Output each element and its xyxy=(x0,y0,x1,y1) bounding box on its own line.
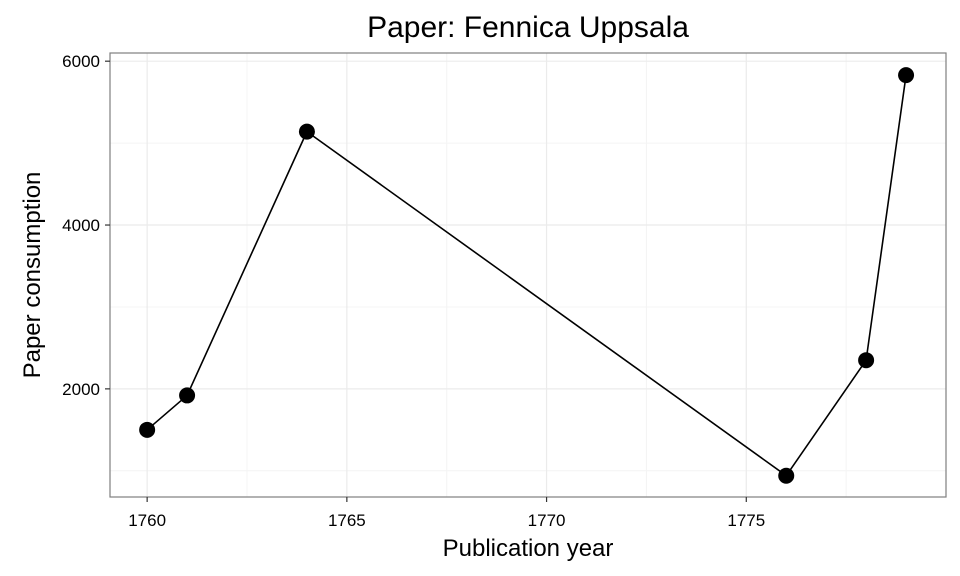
x-tick-label: 1770 xyxy=(528,511,566,530)
data-point xyxy=(298,123,315,140)
chart-title: Paper: Fennica Uppsala xyxy=(367,11,689,44)
x-tick-label: 1765 xyxy=(328,511,366,530)
y-tick-label: 4000 xyxy=(62,216,100,235)
data-point xyxy=(778,467,795,484)
y-axis-title: Paper consumption xyxy=(19,172,46,379)
series-paper-consumption xyxy=(139,67,915,484)
data-point xyxy=(179,387,196,404)
panel-border xyxy=(109,52,947,498)
data-point xyxy=(858,352,875,369)
y-tick-label: 6000 xyxy=(62,52,100,71)
x-axis-title: Publication year xyxy=(443,535,614,562)
x-tick-label: 1760 xyxy=(128,511,166,530)
minor-gridlines xyxy=(110,53,946,497)
x-tick-label: 1775 xyxy=(727,511,765,530)
series-line xyxy=(146,75,907,477)
y-tick-label: 2000 xyxy=(62,380,100,399)
major-gridlines xyxy=(110,53,946,497)
data-point xyxy=(139,421,156,438)
y-axis: 2000 4000 6000 xyxy=(62,52,110,399)
x-axis: 1760 1765 1770 1775 xyxy=(128,497,765,530)
data-point xyxy=(898,67,915,84)
